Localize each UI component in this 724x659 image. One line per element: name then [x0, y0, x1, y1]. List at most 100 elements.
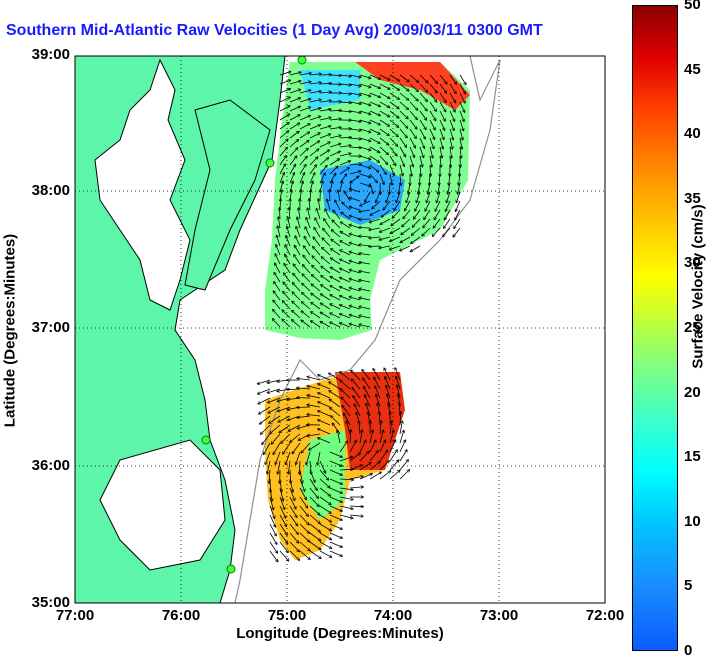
- velocity-arrow: [282, 310, 291, 319]
- velocity-arrow: [449, 146, 452, 158]
- velocity-arrow: [339, 111, 351, 112]
- velocity-arrow: [422, 227, 431, 236]
- velocity-arrow: [301, 320, 311, 328]
- velocity-arrow: [425, 200, 431, 211]
- y-tick: 39:00: [31, 46, 70, 63]
- velocity-arrow: [329, 159, 339, 166]
- velocity-arrow: [360, 200, 371, 206]
- velocity-arrow: [301, 311, 311, 319]
- velocity-arrow: [369, 182, 373, 194]
- velocity-arrow: [369, 137, 380, 143]
- bathymetry-contour: [234, 56, 501, 603]
- velocity-arrow: [376, 191, 381, 202]
- velocity-arrow: [330, 304, 341, 310]
- velocity-arrow: [301, 442, 311, 453]
- velocity-arrow: [351, 371, 361, 381]
- velocity-arrow: [338, 190, 341, 202]
- velocity-arrow: [349, 83, 361, 86]
- velocity-arrow: [297, 388, 311, 389]
- velocity-arrow: [405, 200, 411, 211]
- velocity-arrow: [302, 293, 311, 301]
- velocity-arrow: [429, 74, 437, 83]
- velocity-arrow: [309, 505, 320, 515]
- velocity-arrow: [273, 300, 281, 310]
- velocity-arrow: [439, 110, 445, 121]
- velocity-arrow: [369, 472, 381, 480]
- velocity-arrow: [439, 128, 444, 139]
- velocity-arrow: [386, 386, 391, 399]
- velocity-arrow: [319, 469, 328, 480]
- velocity-arrow: [279, 148, 287, 157]
- velocity-arrow: [319, 505, 331, 513]
- velocity-arrow: [369, 119, 380, 125]
- velocity-arrow: [289, 523, 298, 534]
- colorbar-tick: 5: [684, 577, 693, 595]
- velocity-arrow: [449, 92, 456, 103]
- velocity-arrow: [399, 431, 404, 444]
- velocity-arrow: [272, 433, 281, 444]
- velocity-arrow: [292, 442, 301, 454]
- velocity-arrow: [279, 550, 289, 561]
- velocity-arrow: [389, 470, 400, 480]
- velocity-arrow: [340, 305, 351, 310]
- velocity-arrow: [289, 165, 296, 175]
- velocity-arrow: [409, 110, 417, 119]
- velocity-arrow: [309, 149, 319, 157]
- velocity-arrow: [330, 399, 341, 408]
- velocity-arrow: [369, 74, 380, 79]
- velocity-arrow: [278, 460, 281, 474]
- velocity-arrow: [396, 191, 401, 202]
- velocity-arrow: [339, 441, 347, 453]
- velocity-arrow: [299, 157, 307, 166]
- velocity-arrow: [349, 515, 363, 516]
- velocity-arrow: [389, 164, 394, 175]
- velocity-arrow: [379, 110, 389, 117]
- velocity-arrow: [419, 128, 425, 139]
- velocity-arrow: [429, 155, 432, 167]
- velocity-arrow: [329, 541, 342, 547]
- velocity-arrow: [389, 182, 390, 194]
- velocity-arrow: [289, 148, 298, 157]
- velocity-arrow: [312, 266, 321, 274]
- velocity-arrow: [269, 487, 272, 501]
- velocity-arrow: [359, 119, 371, 123]
- velocity-arrow: [311, 321, 321, 328]
- velocity-arrow: [279, 487, 283, 501]
- velocity-arrow: [459, 164, 460, 176]
- velocity-arrow: [283, 442, 291, 454]
- velocity-arrow: [303, 255, 311, 265]
- velocity-arrow: [449, 128, 453, 140]
- velocity-arrow: [449, 110, 455, 121]
- velocity-arrow: [342, 406, 351, 417]
- velocity-arrow: [307, 377, 321, 381]
- colorbar-tick: 25: [684, 319, 701, 336]
- velocity-arrow: [379, 245, 391, 248]
- velocity-arrow: [302, 302, 311, 310]
- velocity-arrow: [359, 182, 371, 186]
- velocity-arrow: [307, 405, 321, 408]
- velocity-arrow: [359, 164, 371, 168]
- velocity-arrow: [359, 474, 372, 480]
- velocity-arrow: [428, 182, 431, 194]
- velocity-arrow: [384, 368, 391, 381]
- velocity-arrow: [261, 424, 271, 434]
- velocity-arrow: [319, 134, 330, 139]
- velocity-arrow: [399, 421, 402, 435]
- velocity-arrow: [424, 209, 431, 219]
- velocity-arrow: [321, 312, 331, 319]
- velocity-arrow: [329, 166, 338, 175]
- velocity-arrow: [359, 209, 371, 212]
- velocity-arrow: [319, 150, 329, 157]
- velocity-arrow: [383, 200, 391, 210]
- velocity-arrow: [409, 164, 412, 176]
- velocity-arrow: [349, 92, 361, 95]
- velocity-arrow: [389, 101, 399, 109]
- velocity-arrow: [365, 191, 371, 202]
- velocity-arrow: [379, 164, 386, 174]
- velocity-arrow: [330, 313, 341, 319]
- velocity-arrow: [289, 173, 294, 184]
- velocity-arrow: [439, 74, 447, 84]
- velocity-arrow: [286, 236, 291, 247]
- velocity-arrow: [273, 291, 281, 301]
